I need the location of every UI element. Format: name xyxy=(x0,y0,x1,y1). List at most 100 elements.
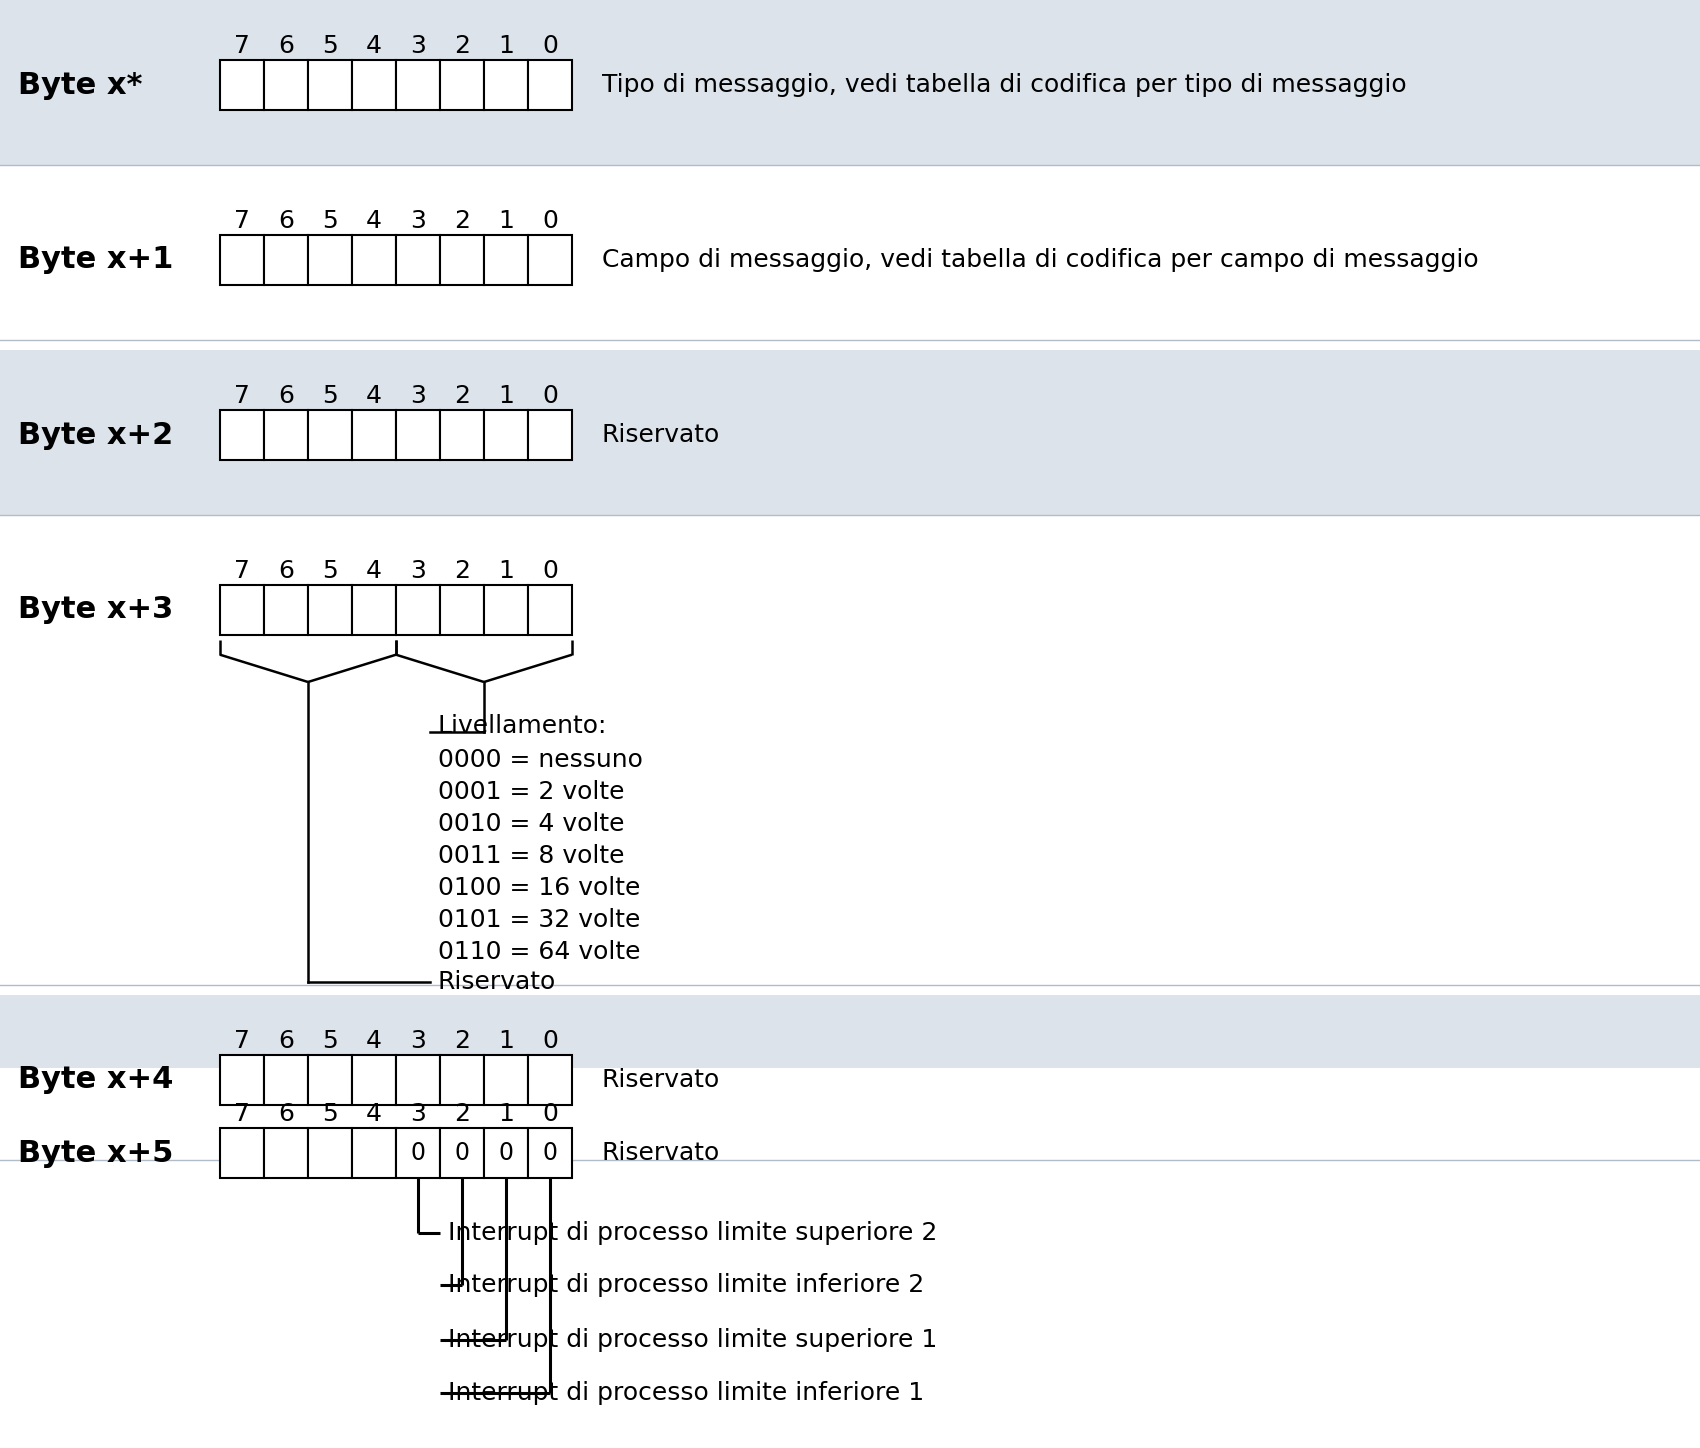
Text: Interrupt di processo limite superiore 1: Interrupt di processo limite superiore 1 xyxy=(449,1328,937,1352)
Bar xyxy=(264,585,308,636)
Text: 0011 = 8 volte: 0011 = 8 volte xyxy=(439,844,624,867)
Bar xyxy=(308,1128,352,1179)
Bar xyxy=(219,410,264,460)
Text: 1: 1 xyxy=(498,33,513,58)
Text: 0: 0 xyxy=(542,1102,558,1127)
Text: 1: 1 xyxy=(498,1030,513,1053)
Text: 6: 6 xyxy=(279,1030,294,1053)
Bar xyxy=(484,59,529,110)
Bar xyxy=(484,585,529,636)
Bar xyxy=(264,1056,308,1105)
Bar xyxy=(219,1056,264,1105)
Text: 0101 = 32 volte: 0101 = 32 volte xyxy=(439,908,641,933)
Text: 2: 2 xyxy=(454,33,469,58)
Bar xyxy=(484,410,529,460)
Text: 2: 2 xyxy=(454,209,469,233)
Text: 4: 4 xyxy=(366,1030,382,1053)
Text: Byte x+2: Byte x+2 xyxy=(19,420,173,449)
Text: Byte x+1: Byte x+1 xyxy=(19,246,173,275)
Text: 7: 7 xyxy=(235,1030,250,1053)
Bar xyxy=(308,410,352,460)
Bar xyxy=(484,235,529,285)
Text: Livellamento:: Livellamento: xyxy=(439,714,607,738)
Bar xyxy=(264,1128,308,1179)
Bar xyxy=(440,59,484,110)
Bar xyxy=(219,1128,264,1179)
Text: 3: 3 xyxy=(410,1030,427,1053)
Bar xyxy=(352,1056,396,1105)
Text: 3: 3 xyxy=(410,559,427,584)
Text: 0: 0 xyxy=(542,1030,558,1053)
Bar xyxy=(396,585,440,636)
Text: 3: 3 xyxy=(410,384,427,408)
Bar xyxy=(352,59,396,110)
Text: 7: 7 xyxy=(235,384,250,408)
Bar xyxy=(484,1056,529,1105)
Text: 0: 0 xyxy=(542,384,558,408)
Bar xyxy=(0,350,1700,515)
Text: 4: 4 xyxy=(366,33,382,58)
Bar xyxy=(308,1056,352,1105)
Text: Campo di messaggio, vedi tabella di codifica per campo di messaggio: Campo di messaggio, vedi tabella di codi… xyxy=(602,248,1479,272)
Bar xyxy=(529,1056,571,1105)
Text: 0001 = 2 volte: 0001 = 2 volte xyxy=(439,780,624,804)
Text: Byte x+4: Byte x+4 xyxy=(19,1066,173,1095)
Text: 5: 5 xyxy=(321,384,338,408)
Bar xyxy=(219,235,264,285)
Bar xyxy=(0,1069,1700,1448)
Text: 7: 7 xyxy=(235,1102,250,1127)
Text: 3: 3 xyxy=(410,1102,427,1127)
Bar xyxy=(484,1128,529,1179)
Text: Byte x*: Byte x* xyxy=(19,71,143,100)
Text: Riservato: Riservato xyxy=(602,423,721,447)
Text: 5: 5 xyxy=(321,1030,338,1053)
Text: 7: 7 xyxy=(235,209,250,233)
Text: 4: 4 xyxy=(366,559,382,584)
Text: 2: 2 xyxy=(454,559,469,584)
Bar xyxy=(264,235,308,285)
Bar xyxy=(396,410,440,460)
Text: 5: 5 xyxy=(321,209,338,233)
Text: 0110 = 64 volte: 0110 = 64 volte xyxy=(439,940,641,964)
Bar xyxy=(308,235,352,285)
Bar xyxy=(440,1056,484,1105)
Text: 3: 3 xyxy=(410,209,427,233)
Bar xyxy=(352,1128,396,1179)
Text: 6: 6 xyxy=(279,559,294,584)
Text: 6: 6 xyxy=(279,1102,294,1127)
Text: Riservato: Riservato xyxy=(439,970,556,993)
Text: Interrupt di processo limite inferiore 2: Interrupt di processo limite inferiore 2 xyxy=(449,1273,925,1297)
Text: 2: 2 xyxy=(454,1102,469,1127)
Text: 5: 5 xyxy=(321,559,338,584)
Text: 5: 5 xyxy=(321,1102,338,1127)
Bar xyxy=(308,585,352,636)
Text: Tipo di messaggio, vedi tabella di codifica per tipo di messaggio: Tipo di messaggio, vedi tabella di codif… xyxy=(602,72,1406,97)
Bar xyxy=(529,1128,571,1179)
Bar xyxy=(440,585,484,636)
Bar xyxy=(440,1128,484,1179)
Text: Byte x+5: Byte x+5 xyxy=(19,1138,173,1167)
Text: Interrupt di processo limite superiore 2: Interrupt di processo limite superiore 2 xyxy=(449,1221,937,1245)
Text: 6: 6 xyxy=(279,384,294,408)
Bar xyxy=(529,410,571,460)
Bar xyxy=(352,585,396,636)
Text: 0000 = nessuno: 0000 = nessuno xyxy=(439,749,643,772)
Bar xyxy=(529,59,571,110)
Text: 0: 0 xyxy=(542,209,558,233)
Text: 0: 0 xyxy=(498,1141,513,1166)
Text: 4: 4 xyxy=(366,384,382,408)
Text: 7: 7 xyxy=(235,559,250,584)
Text: 1: 1 xyxy=(498,209,513,233)
Text: 6: 6 xyxy=(279,33,294,58)
Text: Interrupt di processo limite inferiore 1: Interrupt di processo limite inferiore 1 xyxy=(449,1381,925,1405)
Text: 6: 6 xyxy=(279,209,294,233)
Text: 0100 = 16 volte: 0100 = 16 volte xyxy=(439,876,641,901)
Text: 0: 0 xyxy=(542,33,558,58)
Text: 1: 1 xyxy=(498,384,513,408)
Bar xyxy=(440,410,484,460)
Text: 3: 3 xyxy=(410,33,427,58)
Text: 1: 1 xyxy=(498,559,513,584)
Text: Riservato: Riservato xyxy=(602,1141,721,1166)
Bar xyxy=(264,410,308,460)
Text: 7: 7 xyxy=(235,33,250,58)
